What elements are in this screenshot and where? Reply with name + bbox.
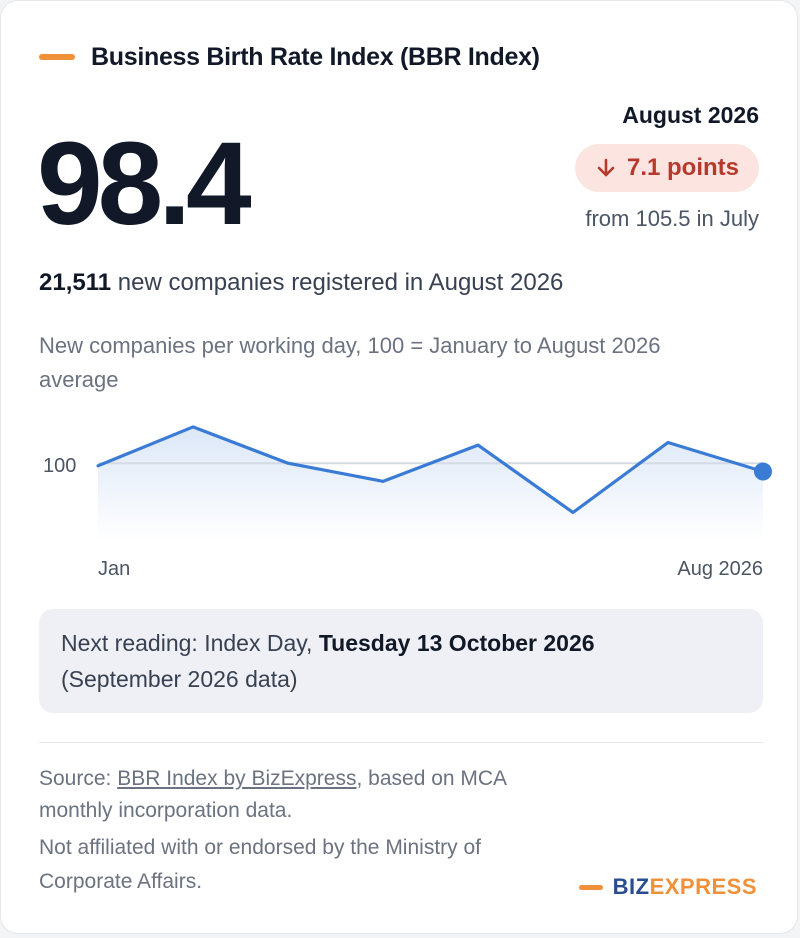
source-prefix: Source: [39, 767, 112, 790]
next-reading-suffix: (September 2026 data) [61, 666, 298, 692]
brand-name-part1: BIZ [612, 874, 650, 899]
brand-name-part2: EXPRESS [649, 874, 757, 899]
footer-divider [39, 742, 763, 743]
series-line [96, 425, 765, 515]
arrow-down-icon [597, 158, 615, 177]
source-link[interactable]: BBR Index by BizExpress [117, 767, 357, 790]
index-value: 98.4 [37, 118, 252, 250]
previous-value-text: from 105.5 in July [585, 206, 759, 231]
brand-logo[interactable]: BIZ EXPRESS [578, 874, 757, 900]
registrations-line: 21,511 new companies registered in Augus… [39, 269, 563, 297]
registrations-count: 21,511 [39, 269, 112, 296]
chart-caption: New companies per working day, 100 = Jan… [39, 333, 661, 392]
next-reading-box: Next reading: Index Day, Tuesday 13 Octo… [39, 609, 763, 713]
change-label: 7.1 points [626, 154, 739, 181]
x-tick-last: Aug 2026 [677, 558, 763, 580]
latest-point-marker [754, 462, 772, 481]
next-reading-date: Tuesday 13 October 2026 [318, 630, 595, 656]
source-note: Source: BBR Index by BizExpress, based o… [39, 763, 519, 827]
brand-accent-dash [578, 884, 603, 890]
disclaimer-note: Not affiliated with or endorsed by the M… [39, 836, 481, 893]
period-label: August 2026 [622, 102, 759, 128]
index-line-chart: 100 Jan Aug 2026 [43, 425, 772, 580]
next-reading-prefix: Next reading: Index Day, [61, 630, 313, 656]
card-title: Business Birth Rate Index (BBR Index) [91, 42, 540, 71]
registrations-text: new companies registered in August 2026 [117, 269, 564, 296]
x-tick-first: Jan [98, 558, 130, 580]
title-accent-dash [39, 54, 75, 60]
title-row: Business Birth Rate Index (BBR Index) [39, 41, 540, 73]
change-badge: 7.1 points [574, 144, 759, 192]
source-suffix: , based on MCA monthly incorporation dat… [39, 767, 506, 822]
reference-label: 100 [43, 455, 76, 477]
